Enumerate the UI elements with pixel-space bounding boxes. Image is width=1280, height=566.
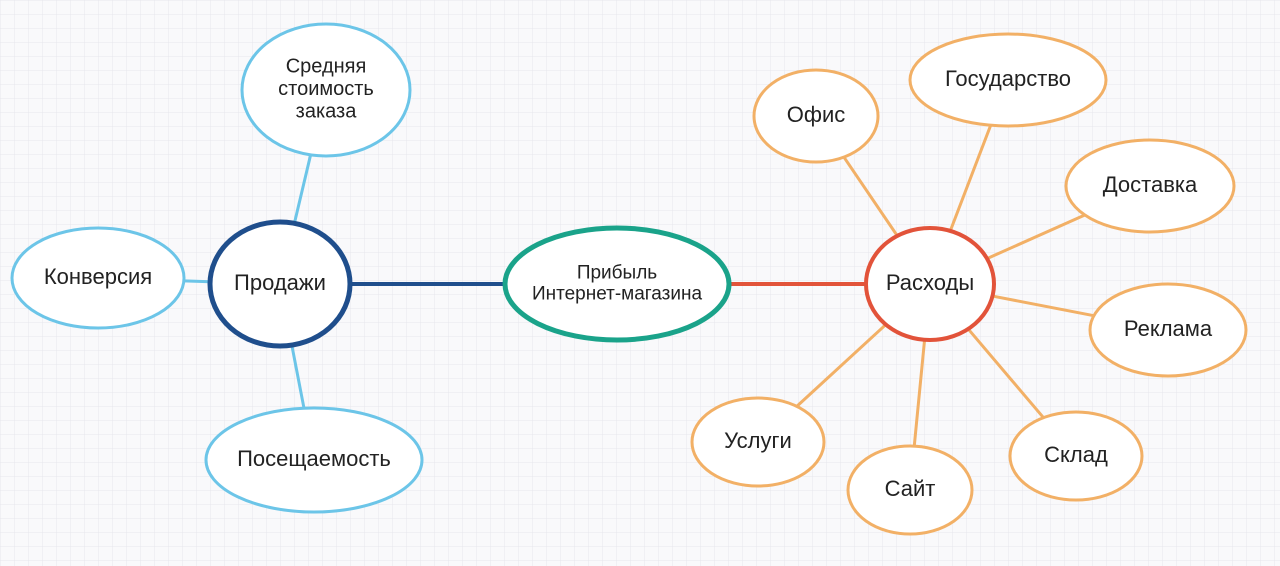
node-government: Государство <box>910 34 1106 126</box>
node-government-label: Государство <box>945 66 1071 91</box>
node-services: Услуги <box>692 398 824 486</box>
node-office: Офис <box>754 70 878 162</box>
node-expenses-label: Расходы <box>886 270 974 295</box>
node-expenses: Расходы <box>866 228 994 340</box>
node-conversion-label: Конверсия <box>44 264 152 289</box>
node-ads-label: Реклама <box>1124 316 1213 341</box>
node-traffic: Посещаемость <box>206 408 422 512</box>
node-avg_order: Средняястоимостьзаказа <box>242 24 410 156</box>
mindmap-svg: ПрибыльИнтернет-магазина Продажи Расходы Ср… <box>0 0 1280 566</box>
node-conversion: Конверсия <box>12 228 184 328</box>
mindmap-canvas: ПрибыльИнтернет-магазина Продажи Расходы Ср… <box>0 0 1280 566</box>
node-warehouse-label: Склад <box>1044 442 1108 467</box>
node-delivery-label: Доставка <box>1103 172 1198 197</box>
node-sales: Продажи <box>210 222 350 346</box>
node-site-label: Сайт <box>885 476 936 501</box>
node-services-label: Услуги <box>724 428 792 453</box>
node-center: ПрибыльИнтернет-магазина <box>505 228 729 340</box>
node-office-label: Офис <box>787 102 846 127</box>
node-delivery: Доставка <box>1066 140 1234 232</box>
node-sales-label: Продажи <box>234 270 326 295</box>
node-warehouse: Склад <box>1010 412 1142 500</box>
node-ads: Реклама <box>1090 284 1246 376</box>
node-traffic-label: Посещаемость <box>237 446 391 471</box>
node-site: Сайт <box>848 446 972 534</box>
edge-sales-conversion <box>184 281 210 282</box>
